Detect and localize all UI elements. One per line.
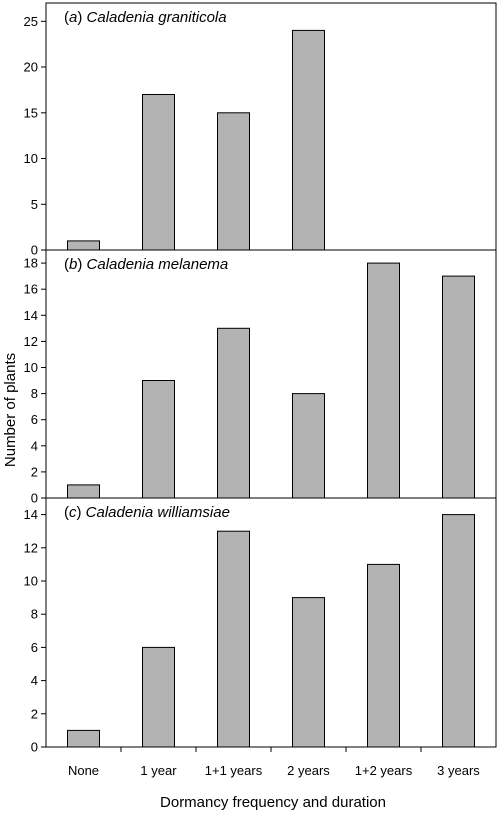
bar-c-5 — [367, 563, 400, 748]
y-tick-label-b: 18 — [24, 256, 38, 271]
y-tick-label-a: 15 — [24, 105, 38, 120]
y-tick-label-a: 20 — [24, 60, 38, 75]
x-tick-label: 2 years — [287, 763, 330, 778]
bar-c-6 — [442, 514, 475, 748]
panel-title-c: (c) Caladenia williamsiae — [64, 504, 230, 521]
y-tick-label-c: 6 — [31, 640, 38, 655]
bar-a-1 — [67, 240, 100, 251]
bar-b-3 — [217, 327, 250, 499]
panel-a: 0 5 10 15 20 25 (a) Caladenia graniticola — [24, 2, 497, 258]
x-tick-label: 3 years — [437, 763, 480, 778]
y-tick-label-c: 2 — [31, 706, 38, 721]
bar-b-5 — [367, 262, 400, 499]
y-tick-label-b: 0 — [31, 491, 38, 506]
panel-frame-a — [45, 2, 497, 251]
panel-title-b: (b) Caladenia melanema — [64, 256, 228, 273]
bar-c-2 — [142, 646, 175, 748]
x-tick-label: 1+2 years — [355, 763, 413, 778]
x-tick-label: None — [68, 763, 99, 778]
y-tick-label-c: 14 — [24, 507, 38, 522]
panel-frame-c — [45, 497, 497, 748]
x-tick-label: 1 year — [140, 763, 177, 778]
bar-b-6 — [442, 275, 475, 499]
bar-a-3 — [217, 112, 250, 251]
x-tick-label: 1+1 years — [205, 763, 263, 778]
y-tick-label-b: 8 — [31, 386, 38, 401]
y-tick-label-c: 12 — [24, 540, 38, 555]
bar-b-1 — [67, 484, 100, 499]
y-tick-label-b: 6 — [31, 412, 38, 427]
y-tick-label-b: 4 — [31, 438, 38, 453]
bar-b-4 — [292, 393, 325, 499]
bar-b-2 — [142, 380, 175, 499]
bar-c-4 — [292, 597, 325, 748]
x-axis-title: Dormancy frequency and duration — [160, 794, 386, 811]
bar-a-2 — [142, 94, 175, 251]
panel-c: 0 2 4 6 8 10 12 14 (c) Caladenia williamsiae — [24, 497, 497, 755]
x-tick-labels: None 1 year 1+1 years 2 years 1+2 years 3 yea… — [68, 747, 480, 778]
y-tick-label-b: 2 — [31, 464, 38, 479]
y-axis-title: Number of plants — [2, 353, 19, 467]
panel-frame-b — [45, 249, 497, 499]
y-tick-label-c: 10 — [24, 574, 38, 589]
bar-a-4 — [292, 29, 325, 251]
y-tick-label-b: 12 — [24, 334, 38, 349]
bar-c-1 — [67, 729, 100, 748]
y-tick-label-c: 4 — [31, 673, 38, 688]
y-tick-label-a: 10 — [24, 151, 38, 166]
panel-title-a: (a) Caladenia graniticola — [64, 9, 227, 26]
y-tick-label-b: 14 — [24, 308, 38, 323]
y-tick-label-b: 10 — [24, 360, 38, 375]
y-tick-label-a: 0 — [31, 243, 38, 258]
panel-b: 0 2 4 6 8 10 12 14 16 18 (b) Caladenia melanema — [24, 249, 497, 506]
y-tick-label-a: 25 — [24, 14, 38, 29]
y-tick-label-a: 5 — [31, 197, 38, 212]
y-tick-label-b: 16 — [24, 282, 38, 297]
y-tick-label-c: 8 — [31, 607, 38, 622]
y-tick-label-c: 0 — [31, 740, 38, 755]
bar-c-3 — [217, 530, 250, 748]
